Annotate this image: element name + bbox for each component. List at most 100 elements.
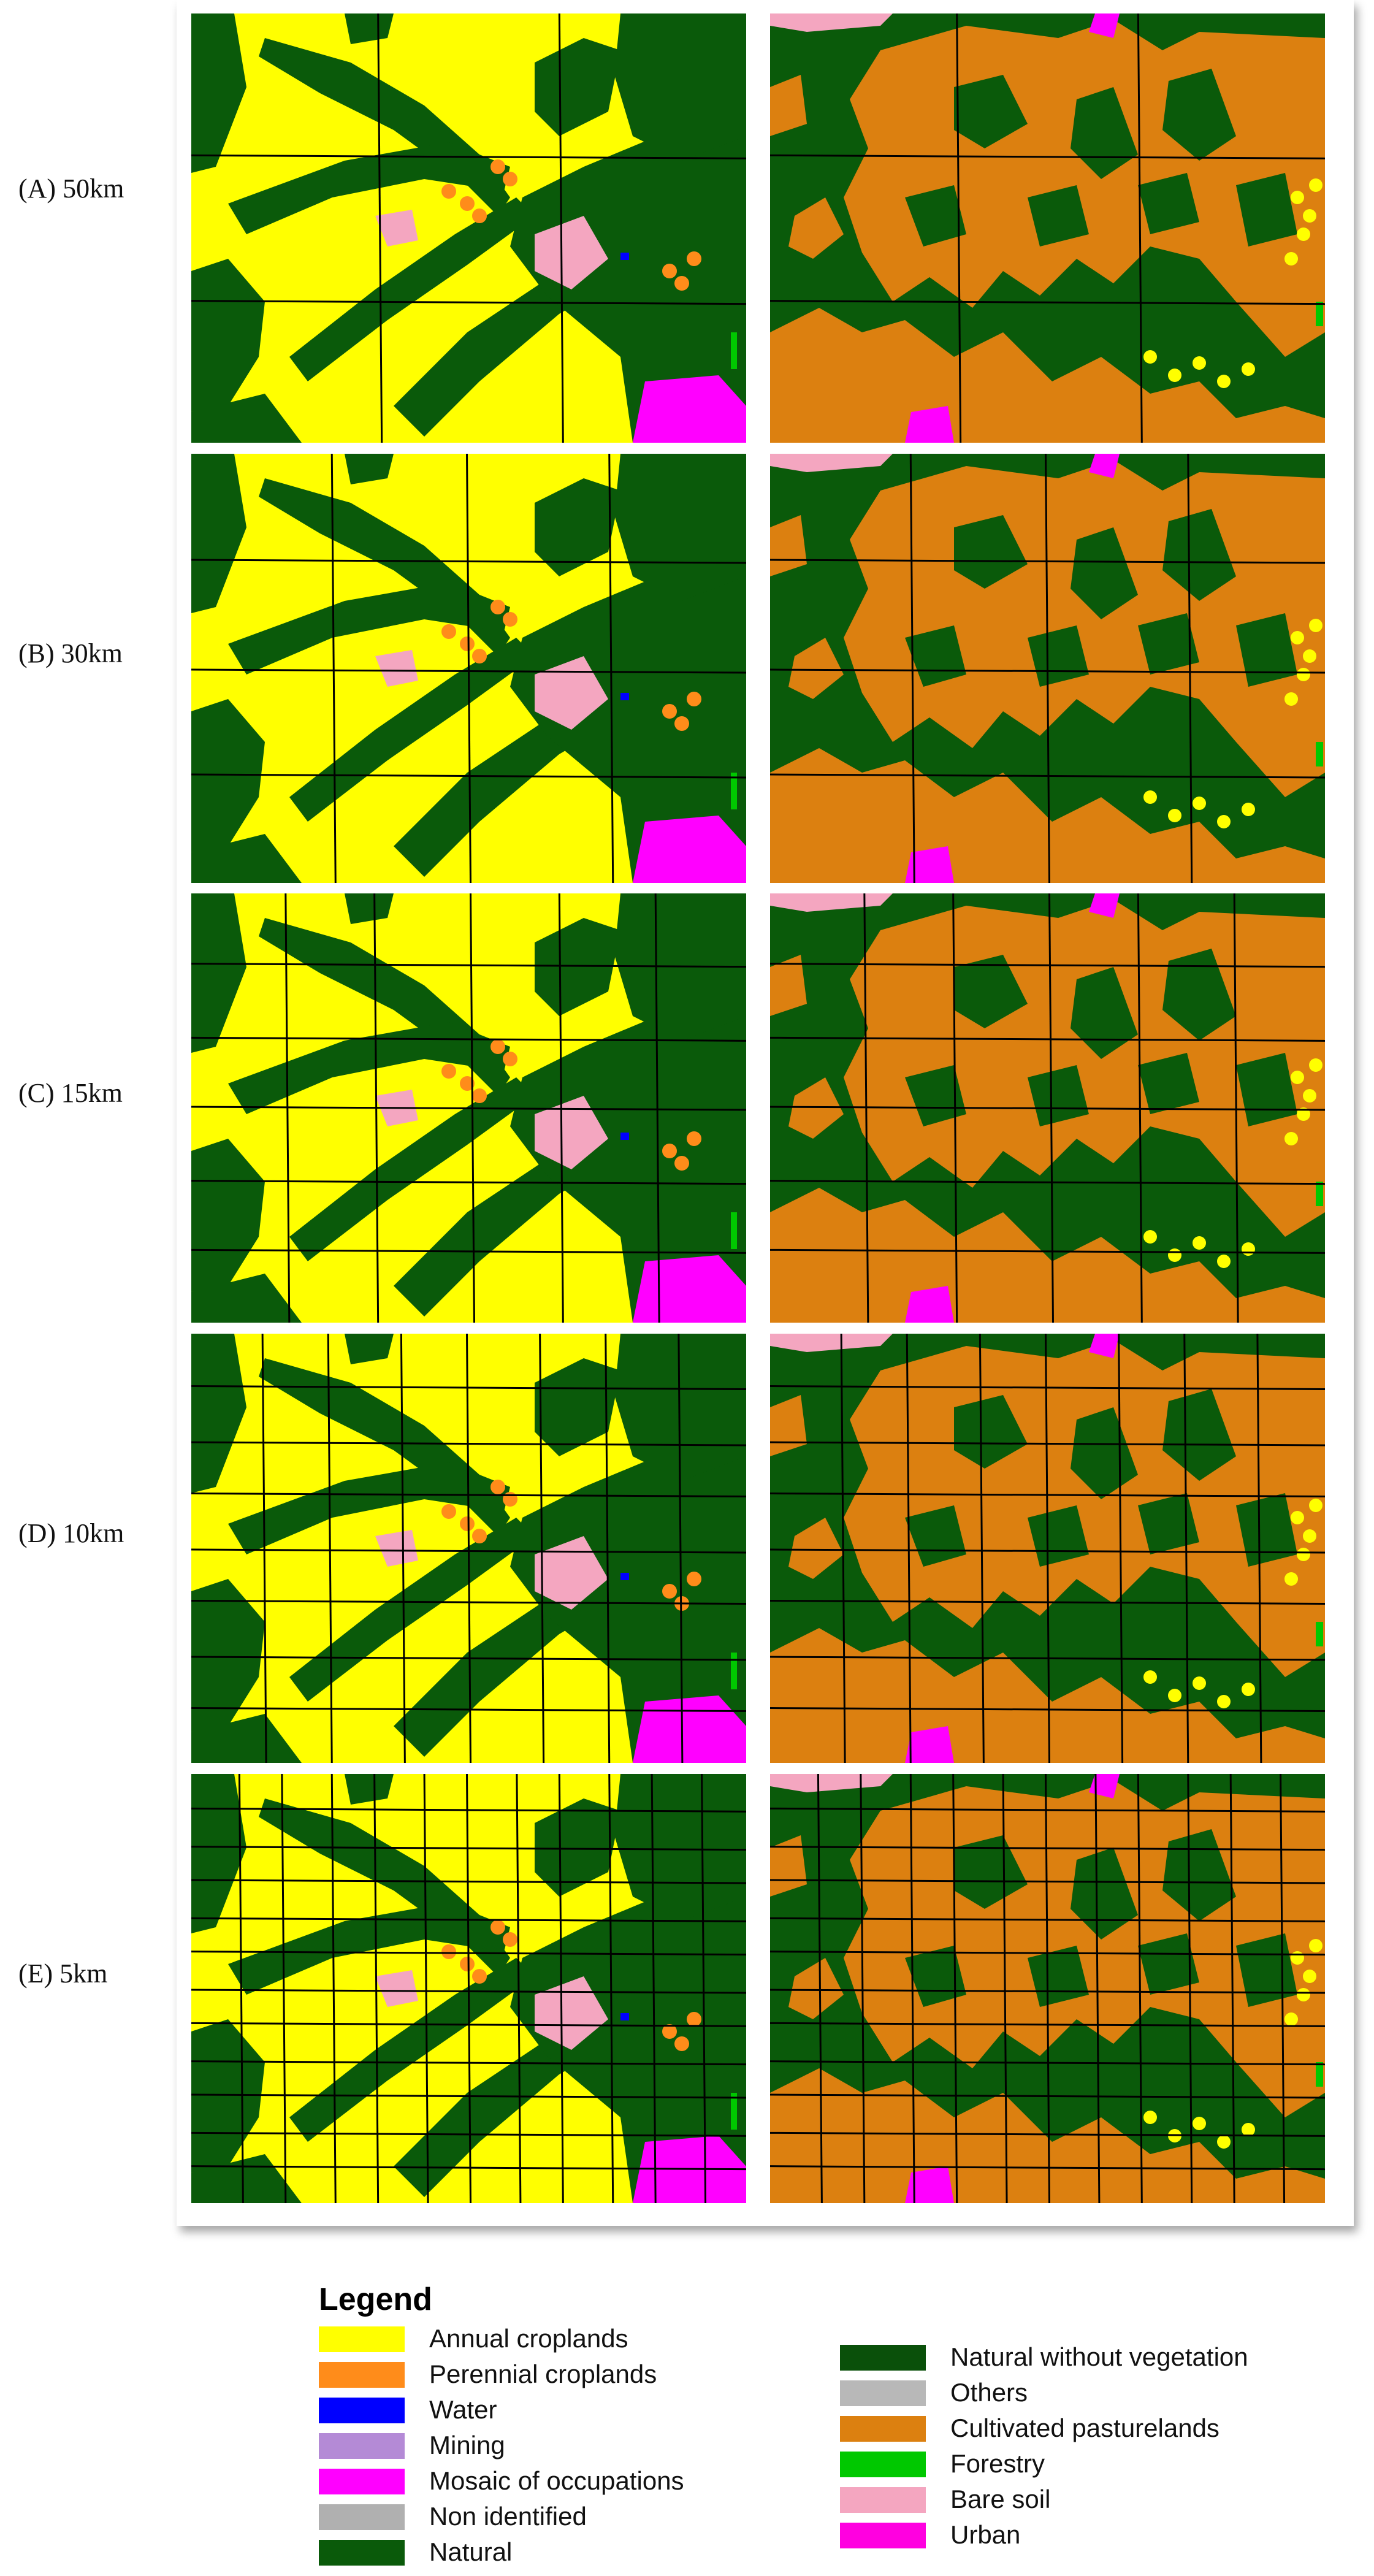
annual-cropland-patch xyxy=(1143,1230,1157,1244)
grid-line xyxy=(770,1807,1325,1813)
natural-area xyxy=(228,1022,510,1114)
annual-cropland-patch xyxy=(1309,1939,1322,1952)
natural-area xyxy=(228,1462,510,1554)
annual-cropland-patch xyxy=(1284,1572,1298,1586)
annual-cropland-patch xyxy=(1291,1951,1304,1965)
natural-area xyxy=(905,185,966,247)
grid-line xyxy=(191,1656,746,1661)
grid-line xyxy=(191,1600,746,1605)
perennial-patch xyxy=(490,1480,505,1494)
forestry-patch xyxy=(1316,742,1323,766)
natural-area xyxy=(905,1065,966,1126)
annual-cropland-patch xyxy=(1217,2135,1231,2149)
grid-line xyxy=(191,1807,746,1813)
natural-area xyxy=(614,454,746,601)
perennial-patch xyxy=(503,1052,517,1066)
natural-area xyxy=(228,583,510,675)
annual-cropland-patch xyxy=(1168,809,1181,822)
grid-line xyxy=(770,1180,1325,1185)
natural-area xyxy=(510,124,746,443)
natural-area xyxy=(1162,949,1236,1041)
water-patch xyxy=(620,1573,629,1580)
grid-line xyxy=(191,1385,746,1390)
right-land-use-map xyxy=(770,893,1325,1323)
perennial-patch xyxy=(687,1131,701,1146)
annual-cropland-patch xyxy=(1291,1511,1304,1524)
grid-line xyxy=(952,1774,958,2203)
legend-swatch xyxy=(319,2398,405,2423)
grid-line xyxy=(1137,1774,1143,2203)
annual-cropland-patch xyxy=(1193,2117,1206,2130)
legend-swatch xyxy=(840,2380,926,2406)
natural-area xyxy=(1236,173,1297,247)
legend-label: Urban xyxy=(950,2520,1021,2549)
natural-area xyxy=(1236,1053,1297,1126)
legend-swatch xyxy=(319,2326,405,2352)
natural-area xyxy=(259,1358,510,1536)
left-land-use-map xyxy=(191,1334,746,1763)
perennial-patch xyxy=(687,1572,701,1586)
forestry-patch xyxy=(1316,1182,1323,1206)
grid-line xyxy=(677,1334,684,1763)
perennial-patch xyxy=(674,2036,689,2051)
natural-area xyxy=(614,13,746,161)
right-land-use-map xyxy=(770,454,1325,883)
natural-area xyxy=(1071,527,1138,619)
legend-swatch xyxy=(319,2362,405,2388)
perennial-patch xyxy=(662,264,677,278)
grid-line xyxy=(466,1334,471,1763)
bare-soil-patch xyxy=(535,656,608,730)
legend-label: Forestry xyxy=(950,2449,1045,2478)
grid-lines xyxy=(191,13,746,443)
grid-line xyxy=(191,773,746,779)
annual-cropland-patch xyxy=(1309,1058,1322,1072)
perennial-patch xyxy=(503,612,517,627)
water-patch xyxy=(620,253,629,260)
legend-swatch xyxy=(840,2487,926,2513)
natural-area xyxy=(1028,185,1089,247)
grid-line xyxy=(191,1846,746,1851)
grid-line xyxy=(191,1707,746,1712)
grid-line xyxy=(558,13,564,443)
grid-line xyxy=(466,1774,471,2203)
grid-line xyxy=(191,300,746,305)
natural-area xyxy=(1138,1053,1199,1114)
grid-lines xyxy=(770,893,1325,1323)
natural-area xyxy=(228,142,510,234)
perennial-patch xyxy=(472,1529,487,1543)
water-patch xyxy=(620,693,629,700)
annual-cropland-patch xyxy=(1291,1071,1304,1084)
annual-cropland-patch xyxy=(1143,2111,1157,2124)
natural-area xyxy=(289,197,535,381)
legend-label: Mosaic of occupations xyxy=(429,2466,684,2495)
grid-line xyxy=(330,1774,337,2203)
legend-label: Bare soil xyxy=(950,2485,1051,2513)
grid-line xyxy=(906,1334,912,1763)
forestry-patch xyxy=(731,332,737,369)
grid-line xyxy=(651,1774,657,2203)
urban-patch xyxy=(1089,13,1120,38)
legend-label: Non identified xyxy=(429,2502,587,2531)
annual-cropland-patch xyxy=(1284,1132,1298,1145)
row-label: (D) 10km xyxy=(18,1518,124,1548)
grid-line xyxy=(327,1334,333,1763)
row-label: (B) 30km xyxy=(18,638,123,668)
annual-cropland-patch xyxy=(1309,619,1322,632)
grid-line xyxy=(558,1774,564,2203)
natural-area xyxy=(259,478,510,656)
legend-label: Natural xyxy=(429,2537,513,2566)
grid-line xyxy=(770,2131,1325,2137)
natural-area xyxy=(191,699,265,852)
grid-line xyxy=(770,1707,1325,1712)
forestry-patch xyxy=(731,1212,737,1249)
cultivated-pasture-area xyxy=(770,955,807,1016)
natural-area xyxy=(1071,1407,1138,1499)
perennial-patch xyxy=(460,196,475,211)
right-map-panel xyxy=(770,893,1325,1323)
urban-patch xyxy=(905,1286,954,1323)
grid-line xyxy=(770,1656,1325,1661)
urban-patch xyxy=(905,2166,954,2203)
bare-soil-patch xyxy=(375,1970,418,2007)
grid-line xyxy=(1045,1774,1050,2203)
grid-line xyxy=(1094,1774,1101,2203)
